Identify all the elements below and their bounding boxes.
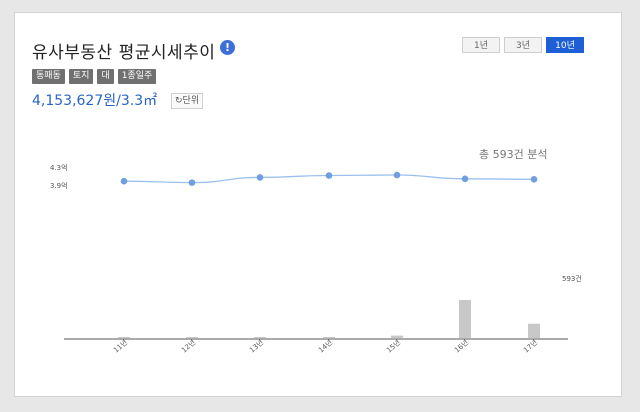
x-tick-label: 17년	[522, 338, 540, 355]
price-point[interactable]	[188, 179, 196, 186]
page-title: 유사부동산 평균시세추이	[32, 43, 216, 63]
x-tick-label: 11년	[112, 338, 130, 355]
refresh-icon: ↻	[175, 96, 183, 106]
tag-category: 대	[97, 69, 114, 84]
tag-list: 동패동 토지 대 1종일주	[32, 69, 160, 84]
tab-10-year[interactable]: 10년	[546, 37, 584, 53]
price-point[interactable]	[256, 174, 264, 181]
x-tick-label: 14년	[317, 338, 335, 355]
count-bar	[459, 300, 471, 338]
tag-zoning: 1종일주	[117, 69, 157, 84]
count-bar	[254, 337, 266, 338]
tag-land: 토지	[68, 69, 94, 84]
x-tick-label: 13년	[248, 338, 266, 355]
count-bar	[186, 337, 198, 338]
y-tick-low: 3.9억	[50, 182, 68, 190]
price-point[interactable]	[530, 176, 538, 183]
price-point[interactable]	[393, 171, 401, 179]
panel	[14, 12, 622, 397]
total-count: 총 593건 분석	[479, 148, 548, 161]
unit-button-label: 단위	[182, 96, 200, 106]
count-bar	[323, 337, 335, 338]
count-bar	[528, 323, 540, 338]
info-icon[interactable]: !	[220, 40, 235, 55]
x-tick-label: 15년	[385, 338, 403, 355]
x-tick-label: 16년	[453, 338, 471, 355]
count-bar	[118, 337, 130, 338]
tab-3-year[interactable]: 3년	[504, 37, 542, 53]
tag-dong: 동패동	[32, 69, 65, 84]
average-price: 4,153,627원/3.3㎡	[32, 93, 158, 109]
period-tabs: 1년 3년 10년	[458, 37, 584, 53]
bar-max-label: 593건	[562, 275, 582, 283]
y-tick-high: 4.3억	[50, 164, 68, 172]
price-point[interactable]	[325, 172, 333, 179]
tab-1-year[interactable]: 1년	[462, 37, 500, 53]
price-point[interactable]	[461, 175, 469, 183]
count-bar	[391, 335, 403, 338]
price-point[interactable]	[120, 177, 128, 185]
unit-toggle-button[interactable]: ↻단위	[171, 93, 204, 109]
x-tick-label: 12년	[180, 338, 198, 355]
